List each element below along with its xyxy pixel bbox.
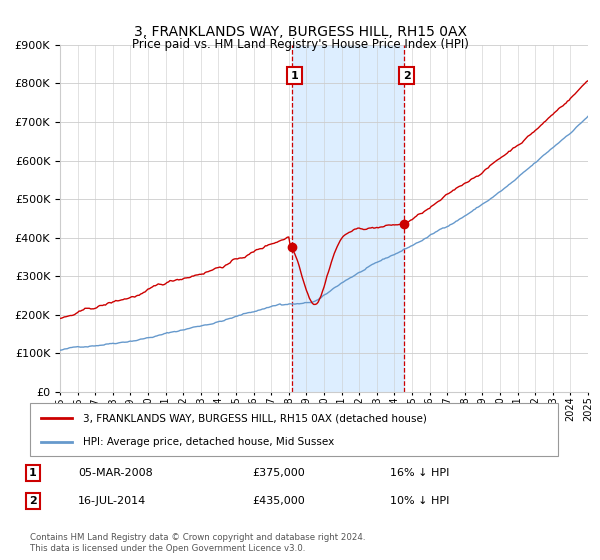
Text: 3, FRANKLANDS WAY, BURGESS HILL, RH15 0AX (detached house): 3, FRANKLANDS WAY, BURGESS HILL, RH15 0A…: [83, 413, 427, 423]
Text: 2: 2: [403, 71, 410, 81]
Text: 2: 2: [29, 496, 37, 506]
Text: 1: 1: [29, 468, 37, 478]
Bar: [292, 45, 404, 392]
Text: 16-JUL-2014: 16-JUL-2014: [78, 496, 146, 506]
FancyBboxPatch shape: [30, 403, 558, 456]
Text: 1: 1: [290, 71, 298, 81]
Text: 3, FRANKLANDS WAY, BURGESS HILL, RH15 0AX: 3, FRANKLANDS WAY, BURGESS HILL, RH15 0A…: [133, 25, 467, 39]
Text: 16% ↓ HPI: 16% ↓ HPI: [390, 468, 449, 478]
Text: £435,000: £435,000: [252, 496, 305, 506]
Text: 10% ↓ HPI: 10% ↓ HPI: [390, 496, 449, 506]
Text: HPI: Average price, detached house, Mid Sussex: HPI: Average price, detached house, Mid …: [83, 436, 334, 446]
Text: £375,000: £375,000: [252, 468, 305, 478]
Text: Price paid vs. HM Land Registry's House Price Index (HPI): Price paid vs. HM Land Registry's House …: [131, 38, 469, 50]
Text: 05-MAR-2008: 05-MAR-2008: [78, 468, 153, 478]
Text: Contains HM Land Registry data © Crown copyright and database right 2024.
This d: Contains HM Land Registry data © Crown c…: [30, 533, 365, 553]
